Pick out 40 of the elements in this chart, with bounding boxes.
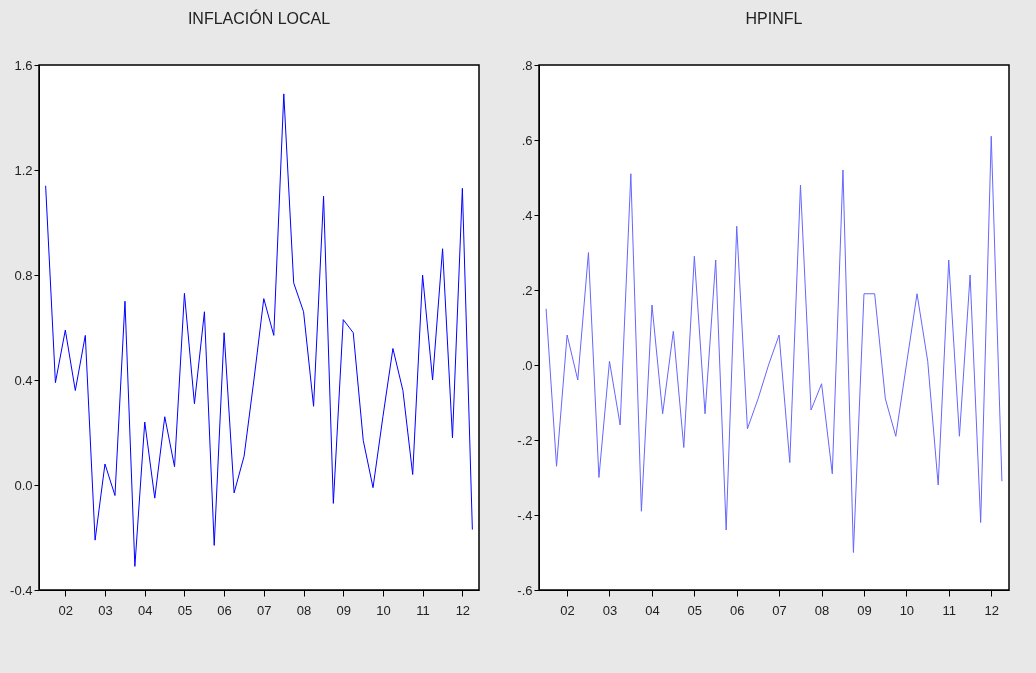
x-tick-label: 12: [455, 602, 471, 618]
y-tick-label: 0.4: [14, 372, 33, 388]
x-tick-label: 05: [177, 602, 193, 618]
y-tick-label: .4: [521, 207, 533, 223]
line-series: [545, 135, 1003, 553]
y-tick-label: .6: [521, 132, 533, 148]
y-tick-label: 0.8: [14, 267, 33, 283]
x-tick-label: 03: [98, 602, 113, 618]
y-tick-label: .8: [521, 57, 533, 73]
y-tick-label: .0: [521, 357, 533, 373]
x-tick-label: 10: [899, 602, 915, 618]
x-tick-label: 04: [138, 602, 153, 618]
x-tick-label: 06: [730, 602, 745, 618]
y-tick-label: .2: [521, 282, 533, 298]
chart-title: INFLACIÓN LOCAL: [187, 9, 331, 27]
x-tick-label: 07: [257, 602, 272, 618]
y-tick-label: -0.4: [10, 582, 33, 598]
y-tick-label: 0.0: [14, 477, 33, 493]
x-tick-label: 04: [645, 602, 660, 618]
x-tick-label: 03: [602, 602, 618, 618]
x-tick-label: 09: [857, 602, 872, 618]
y-tick-label: -.6: [517, 582, 533, 598]
x-tick-label: 06: [217, 602, 232, 618]
x-tick-label: 09: [336, 602, 351, 618]
y-tick-label: -.2: [517, 432, 533, 448]
x-tick-label: 11: [416, 602, 430, 618]
x-tick-label: 02: [560, 602, 575, 618]
x-tick-label: 08: [814, 602, 830, 618]
y-tick-label: -.4: [517, 507, 533, 523]
x-tick-label: 02: [58, 602, 74, 618]
x-tick-label: 05: [687, 602, 703, 618]
line-series: [45, 93, 473, 567]
x-tick-label: 08: [296, 602, 312, 618]
x-tick-label: 07: [772, 602, 787, 618]
y-tick-label: 1.6: [14, 57, 33, 73]
y-tick-label: 1.2: [14, 162, 33, 178]
x-tick-label: 10: [376, 602, 391, 618]
x-tick-label: 12: [984, 602, 999, 618]
chart-title: HPINFL: [745, 10, 803, 27]
x-tick-label: 11: [942, 602, 956, 618]
